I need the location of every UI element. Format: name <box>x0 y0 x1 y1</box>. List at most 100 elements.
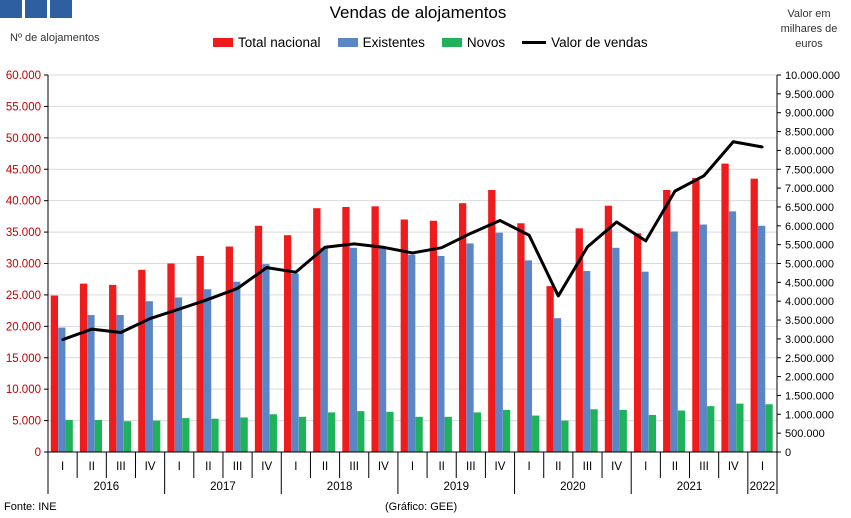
valor-de-vendas-point <box>61 338 64 341</box>
bar-novos <box>94 419 102 452</box>
bar-total <box>196 255 204 452</box>
quarter-label: I <box>294 461 297 473</box>
bar-novos <box>240 417 248 452</box>
bar-novos <box>386 411 394 452</box>
bar-existentes <box>116 315 124 452</box>
bar-novos <box>415 416 423 452</box>
bar-novos <box>677 410 686 452</box>
left-tick-label: 40.000 <box>6 196 41 208</box>
quarter-label: III <box>116 461 126 473</box>
bar-total <box>371 206 379 452</box>
bar-existentes <box>670 231 678 452</box>
right-axis-unit-line-3: euros <box>795 38 823 50</box>
valor-de-vendas-point <box>615 220 618 224</box>
bar-total <box>633 233 642 452</box>
right-tick-label: 2.500.000 <box>785 353 834 365</box>
right-tick-label: 7.000.000 <box>785 183 834 195</box>
legend-label-total: Total nacional <box>238 35 321 50</box>
valor-de-vendas-point <box>90 327 93 331</box>
right-tick-label: 9.500.000 <box>785 89 834 101</box>
right-tick-label: 5.000.000 <box>785 259 834 271</box>
valor-de-vendas-point <box>673 189 677 193</box>
quarter-label: III <box>583 461 593 473</box>
right-tick-label: 9.000.000 <box>785 108 834 120</box>
left-tick-label: 0 <box>35 447 41 459</box>
left-tick-label: 5.000 <box>12 416 41 428</box>
bar-existentes <box>466 243 474 452</box>
left-tick-label: 50.000 <box>6 133 41 145</box>
valor-de-vendas-point <box>207 298 210 301</box>
valor-de-vendas-point <box>527 234 531 237</box>
bar-total <box>750 178 758 453</box>
right-tick-label: 4.000.000 <box>785 296 834 308</box>
legend-item-novos: Novos <box>441 35 506 50</box>
legend-swatch-existentes <box>337 38 358 47</box>
valor-de-vendas-point <box>732 140 735 143</box>
quarter-label: II <box>205 461 211 473</box>
bar-existentes <box>174 297 183 452</box>
bar-existentes <box>291 273 299 452</box>
quarter-label: I <box>761 461 764 473</box>
left-axis-unit: Nº de alojamentos <box>10 32 100 44</box>
bar-existentes <box>583 271 591 452</box>
quarter-label: IV <box>495 461 506 473</box>
year-label: 2020 <box>560 481 586 493</box>
bar-total <box>50 295 59 452</box>
quarter-label: II <box>89 461 95 473</box>
right-tick-label: 8.500.000 <box>785 127 834 139</box>
quarter-label: I <box>178 461 181 473</box>
bar-novos <box>707 406 715 452</box>
bar-total <box>458 203 467 452</box>
quarter-label: IV <box>728 461 739 473</box>
legend-label-novos: Novos <box>466 35 506 50</box>
legend-swatch-total <box>213 38 233 47</box>
bar-novos <box>502 409 511 452</box>
quarter-label: III <box>233 461 243 473</box>
right-tick-label: 5.500.000 <box>785 240 834 252</box>
bar-total <box>138 269 146 452</box>
legend-item-valor: Valor de vendas <box>522 35 648 50</box>
bar-marks <box>50 163 773 453</box>
bar-existentes <box>203 289 212 452</box>
quarter-label: I <box>411 461 414 473</box>
bar-novos <box>648 414 657 452</box>
bar-existentes <box>262 264 270 452</box>
bar-existentes <box>612 247 620 452</box>
bar-total <box>225 246 233 452</box>
valor-de-vendas-point <box>236 287 239 290</box>
chart-credit: (Gráfico: GEE) <box>385 501 458 513</box>
right-axis-unit-line-1: Valor em <box>787 8 831 20</box>
bar-total <box>284 235 292 452</box>
bar-novos <box>211 418 219 452</box>
bar-novos <box>153 420 161 452</box>
valor-de-vendas-point <box>498 219 502 222</box>
bar-novos <box>327 412 336 452</box>
year-label: 2016 <box>94 481 120 493</box>
legend-swatch-valor <box>522 41 547 44</box>
bar-total <box>575 228 583 452</box>
left-tick-label: 15.000 <box>6 353 41 365</box>
left-tick-label: 35.000 <box>6 227 41 239</box>
bar-total <box>429 220 438 452</box>
legend-item-total: Total nacional <box>213 35 321 50</box>
year-label: 2019 <box>443 481 469 493</box>
legend-item-existentes: Existentes <box>337 35 425 50</box>
right-axis-unit-line-2: milhares de <box>780 23 838 35</box>
valor-de-vendas-point <box>352 242 356 246</box>
bar-total <box>546 286 554 452</box>
right-tick-label: 8.000.000 <box>785 145 834 157</box>
bar-novos <box>444 416 452 452</box>
right-tick-label: 500.000 <box>785 428 825 440</box>
bar-novos <box>182 418 190 452</box>
quarter-label: IV <box>261 461 272 473</box>
bar-total <box>342 206 350 452</box>
right-tick-label: 1.000.000 <box>785 409 834 421</box>
bar-existentes <box>233 281 241 452</box>
right-tick-label: 6.500.000 <box>785 202 834 214</box>
valor-de-vendas-point <box>440 246 443 249</box>
bar-total <box>254 225 263 452</box>
valor-de-vendas-point <box>382 246 385 249</box>
bar-novos <box>269 414 277 452</box>
bar-novos <box>590 409 598 452</box>
